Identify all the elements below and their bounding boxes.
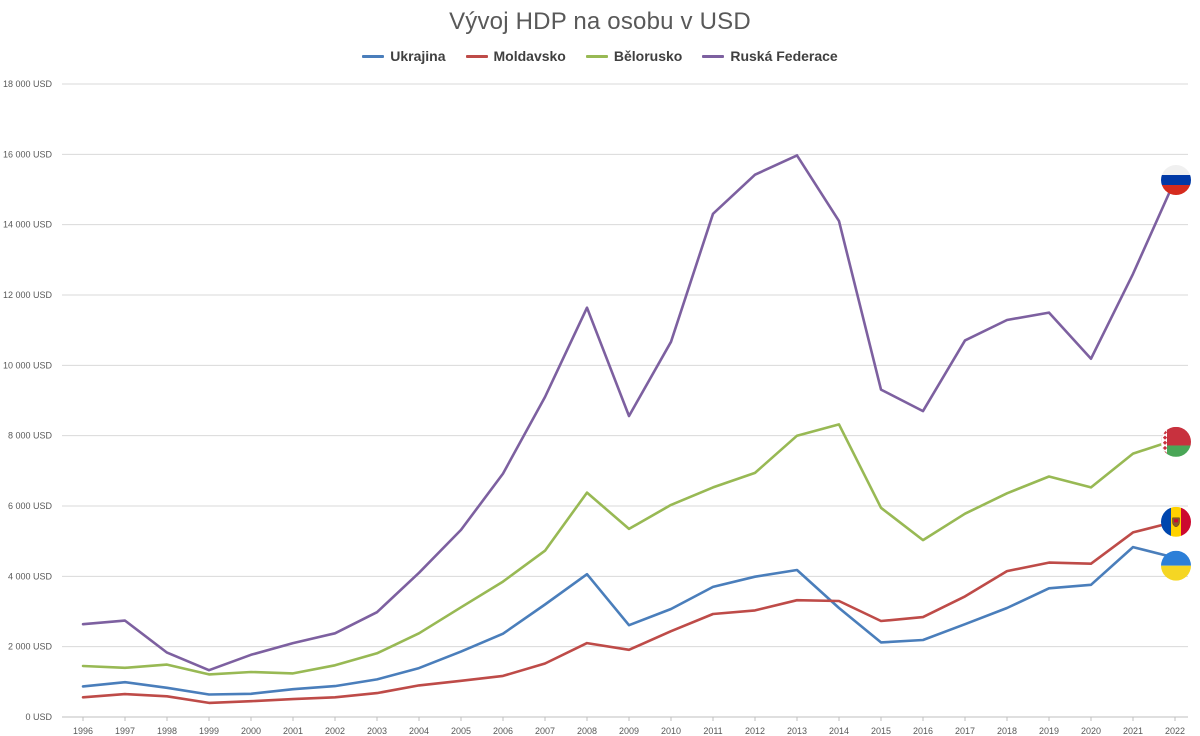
moldova-flag-icon — [1161, 506, 1191, 537]
x-tick-label: 2005 — [451, 726, 471, 736]
y-tick-label: 2 000 USD — [8, 642, 53, 652]
x-tick-label: 2015 — [871, 726, 891, 736]
x-tick-label: 2002 — [325, 726, 345, 736]
y-tick-label: 12 000 USD — [3, 290, 53, 300]
legend-item-moldavsko: Moldavsko — [465, 48, 566, 64]
legend-item-ruska-federace: Ruská Federace — [702, 48, 838, 64]
x-tick-label: 1999 — [199, 726, 219, 736]
y-tick-label: 16 000 USD — [3, 149, 53, 159]
flag-markers — [1161, 165, 1191, 581]
series-lines — [81, 154, 1177, 705]
y-tick-label: 10 000 USD — [3, 360, 53, 370]
x-tick-label: 2000 — [241, 726, 261, 736]
x-tick-label: 2008 — [577, 726, 597, 736]
x-tick-label: 2010 — [661, 726, 681, 736]
belarus-flag-icon — [1161, 426, 1191, 457]
y-tick-label: 14 000 USD — [3, 220, 53, 230]
x-tick-label: 1998 — [157, 726, 177, 736]
legend-swatch-ruska-federace — [702, 54, 725, 58]
series-line-ukrajina — [81, 545, 1177, 696]
legend-swatch-ukrajina — [362, 54, 385, 58]
y-tick-label: 6 000 USD — [8, 501, 53, 511]
x-tick-label: 2019 — [1039, 726, 1059, 736]
legend-swatch-moldavsko — [465, 54, 488, 58]
series-line-bělorusko — [81, 423, 1177, 676]
y-tick-label: 4 000 USD — [8, 571, 53, 581]
legend-item-belorusko: Bělorusko — [585, 48, 683, 64]
y-tick-label: 18 000 USD — [3, 79, 53, 89]
x-tick-label: 2016 — [913, 726, 933, 736]
x-tick-label: 2020 — [1081, 726, 1101, 736]
x-tick-label: 2007 — [535, 726, 555, 736]
legend-label-ukrajina: Ukrajina — [390, 48, 446, 64]
gridlines — [62, 83, 1188, 718]
legend-label-belorusko: Bělorusko — [613, 48, 683, 64]
legend-label-ruska-federace: Ruská Federace — [730, 48, 838, 64]
series-line-moldavsko — [81, 520, 1177, 705]
y-tick-label: 8 000 USD — [8, 431, 53, 441]
x-tick-label: 2003 — [367, 726, 387, 736]
x-tick-label: 2022 — [1165, 726, 1185, 736]
russia-flag-icon — [1161, 165, 1191, 196]
x-tick-label: 2017 — [955, 726, 975, 736]
x-tick-label: 2009 — [619, 726, 639, 736]
x-tick-label: 1996 — [73, 726, 93, 736]
ukraine-flag-icon — [1161, 550, 1191, 581]
axes: 0 USD 2 000 USD 4 000 USD 6 000 USD 8 000 US… — [3, 79, 1185, 736]
x-tick-label: 2014 — [829, 726, 849, 736]
x-tick-label: 2001 — [283, 726, 303, 736]
chart-title: Vývoj HDP na osobu v USD — [449, 8, 751, 35]
y-tick-label: 0 USD — [25, 712, 52, 722]
x-tick-label: 2021 — [1123, 726, 1143, 736]
legend-item-ukrajina: Ukrajina — [362, 48, 446, 64]
x-tick-label: 2006 — [493, 726, 513, 736]
legend: Ukrajina Moldavsko Bělorusko Ruská Feder… — [0, 48, 1200, 64]
x-tick-label: 2013 — [787, 726, 807, 736]
x-tick-label: 2012 — [745, 726, 765, 736]
x-tick-label: 1997 — [115, 726, 135, 736]
series-line-ruská-federace — [81, 154, 1177, 672]
x-tick-label: 2018 — [997, 726, 1017, 736]
legend-swatch-belorusko — [585, 54, 608, 58]
x-tick-label: 2004 — [409, 726, 429, 736]
x-tick-label: 2011 — [703, 726, 722, 736]
legend-label-moldavsko: Moldavsko — [493, 48, 566, 64]
